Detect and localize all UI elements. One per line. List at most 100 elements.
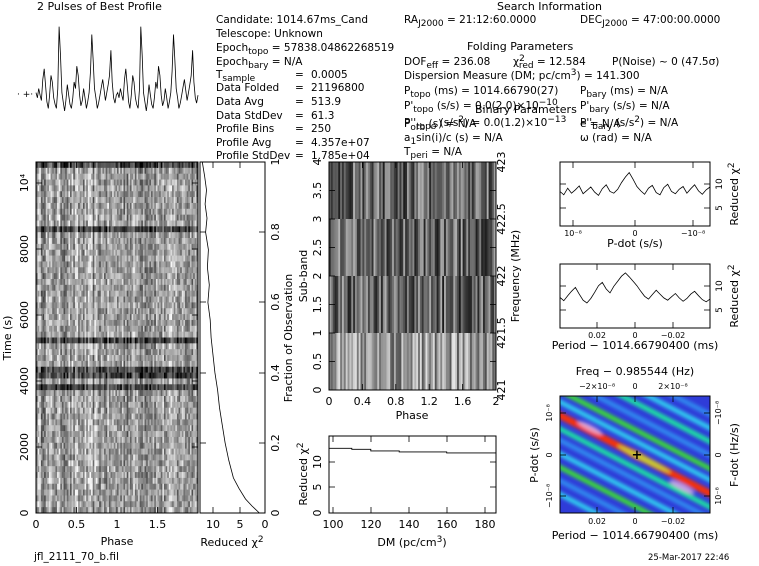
time-phase-cell <box>157 167 160 174</box>
time-phase-cell <box>185 197 187 204</box>
time-phase-cell <box>141 179 144 186</box>
time-phase-cell <box>48 343 51 350</box>
time-phase-cell <box>57 360 59 368</box>
time-phase-cell <box>160 413 163 420</box>
time-phase-cell <box>183 214 186 221</box>
time-phase-cell <box>178 325 181 332</box>
time-phase-cell <box>89 349 92 356</box>
time-phase-cell <box>196 296 198 303</box>
time-phase-cell <box>142 284 145 291</box>
time-phase-cell <box>91 331 93 338</box>
epoch-topo-line: Epochtopo = 57838.04862268519 <box>216 42 394 57</box>
time-phase-cell <box>78 261 81 268</box>
time-phase-cell <box>159 349 162 356</box>
time-phase-cell <box>57 319 59 327</box>
time-phase-cell <box>189 162 192 169</box>
time-phase-cell <box>94 202 97 210</box>
time-phase-cell <box>65 261 68 268</box>
time-phase-cell <box>183 296 186 303</box>
time-phase-cell <box>63 372 66 379</box>
time-phase-cell <box>66 349 69 356</box>
time-phase-cell <box>194 261 197 268</box>
time-phase-cell <box>172 425 174 432</box>
time-phase-cell <box>157 366 160 373</box>
time-phase-cell <box>95 279 98 286</box>
time-phase-cell <box>102 360 105 368</box>
time-phase-cell <box>117 431 119 438</box>
time-phase-cell <box>121 436 124 444</box>
time-phase-cell <box>42 284 45 291</box>
time-phase-cell <box>107 314 110 321</box>
time-phase-cell <box>157 226 160 233</box>
time-phase-cell <box>73 214 76 221</box>
time-phase-cell <box>39 226 42 233</box>
time-phase-cell <box>53 442 56 449</box>
time-phase-cell <box>71 232 74 239</box>
time-phase-cell <box>68 214 71 221</box>
time-phase-cell <box>188 296 191 303</box>
time-phase-cell <box>48 162 51 169</box>
time-phase-cell <box>138 202 140 210</box>
time-phase-cell <box>36 255 38 262</box>
time-phase-cell <box>60 290 63 297</box>
time-phase-cell <box>45 173 48 180</box>
time-phase-cell <box>159 167 162 174</box>
time-phase-cell <box>63 407 66 414</box>
time-phase-cell <box>168 191 171 198</box>
time-phase-cell <box>136 436 139 444</box>
time-phase-cell <box>173 360 176 368</box>
time-phase-cell <box>180 238 183 245</box>
time-phase-cell <box>68 249 71 256</box>
time-phase-cell <box>181 255 184 262</box>
time-phase-cell <box>186 349 189 356</box>
time-phase-cell <box>48 431 51 438</box>
time-phase-cell <box>63 355 66 362</box>
time-phase-cell <box>178 343 181 350</box>
time-phase-cell <box>78 296 81 303</box>
time-phase-cell <box>168 290 171 297</box>
time-phase-cell <box>100 273 103 280</box>
a1-line: a1sin(i)/c (s) = N/A <box>404 132 504 147</box>
tperi-line: Tperi = N/A <box>403 146 463 161</box>
time-phase-cell <box>121 220 124 227</box>
time-phase-cell <box>175 232 178 239</box>
time-phase-cell <box>73 296 76 303</box>
time-phase-cell <box>170 390 173 397</box>
time-phase-cell <box>79 238 82 245</box>
time-phase-cell <box>168 390 171 397</box>
time-phase-cell <box>178 349 181 356</box>
time-phase-cell <box>170 226 173 233</box>
time-phase-cell <box>181 167 184 174</box>
time-phase-cell <box>55 302 58 309</box>
time-phase-cell <box>144 243 147 251</box>
time-phase-cell <box>126 167 129 174</box>
time-phase-cell <box>36 220 38 227</box>
time-phase-cell <box>167 179 170 186</box>
time-phase-cell <box>105 314 108 321</box>
time-phase-cell <box>42 419 45 426</box>
time-phase-cell <box>147 331 150 338</box>
time-phase-cell <box>52 431 55 438</box>
time-phase-cell <box>175 249 178 256</box>
time-phase-cell <box>71 325 74 332</box>
time-phase-cell <box>74 425 77 432</box>
time-phase-cell <box>191 390 194 397</box>
time-phase-cell <box>73 202 76 210</box>
time-phase-cell <box>68 325 71 332</box>
time-phase-cell <box>45 290 48 297</box>
time-phase-cell <box>129 390 132 397</box>
time-phase-cell <box>61 296 64 303</box>
time-phase-cell <box>157 360 160 368</box>
time-phase-cell <box>117 197 119 204</box>
time-phase-cell <box>189 331 192 338</box>
time-phase-cell <box>134 238 137 245</box>
time-phase-cell <box>53 366 56 373</box>
time-phase-cell <box>170 360 173 368</box>
time-phase-cell <box>189 179 192 186</box>
time-phase-cell <box>165 407 168 414</box>
time-phase-cell <box>39 202 42 210</box>
time-phase-cell <box>133 167 136 174</box>
time-phase-cell <box>60 431 63 438</box>
time-phase-cell <box>180 261 183 268</box>
time-phase-cell <box>65 319 68 327</box>
